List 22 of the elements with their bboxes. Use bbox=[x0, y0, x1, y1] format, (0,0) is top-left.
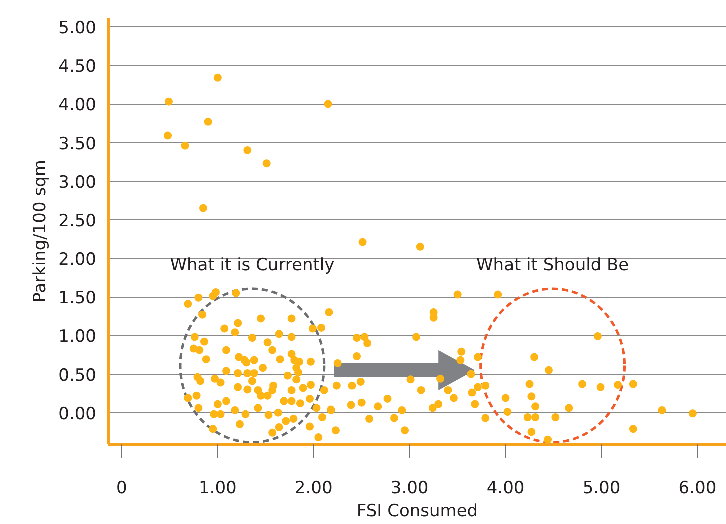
x-tick-label: 2.00 bbox=[294, 478, 333, 498]
y-tick-label: 3.50 bbox=[58, 134, 97, 154]
x-tick-label: 6.00 bbox=[678, 478, 717, 498]
y-tick-label: 2.50 bbox=[58, 211, 97, 232]
x-tick-label: 0 bbox=[116, 478, 128, 498]
y-axis-title: Parking/100 sqm bbox=[30, 160, 51, 303]
x-tick-label: 5.00 bbox=[582, 478, 621, 498]
annotation: What it is Currently bbox=[170, 255, 335, 276]
y-tick-label: 4.00 bbox=[58, 96, 97, 116]
annotation: What it Should Be bbox=[476, 255, 630, 276]
x-tick-label: 4.00 bbox=[486, 478, 525, 498]
y-tick-label: 4.50 bbox=[58, 57, 97, 78]
y-tick-label: 2.00 bbox=[58, 250, 97, 270]
y-tick-label: 5.00 bbox=[58, 18, 97, 38]
x-tick-label: 3.00 bbox=[390, 478, 429, 498]
y-tick-label: 0.50 bbox=[58, 366, 97, 386]
x-tick-label: 1.00 bbox=[198, 478, 237, 498]
y-tick-label: 1.50 bbox=[58, 288, 97, 309]
x-axis-title: FSI Consumed bbox=[356, 502, 478, 522]
y-tick-label: 3.00 bbox=[58, 172, 97, 193]
y-tick-label: 0.00 bbox=[58, 404, 97, 424]
y-tick-label: 1.00 bbox=[58, 327, 97, 348]
